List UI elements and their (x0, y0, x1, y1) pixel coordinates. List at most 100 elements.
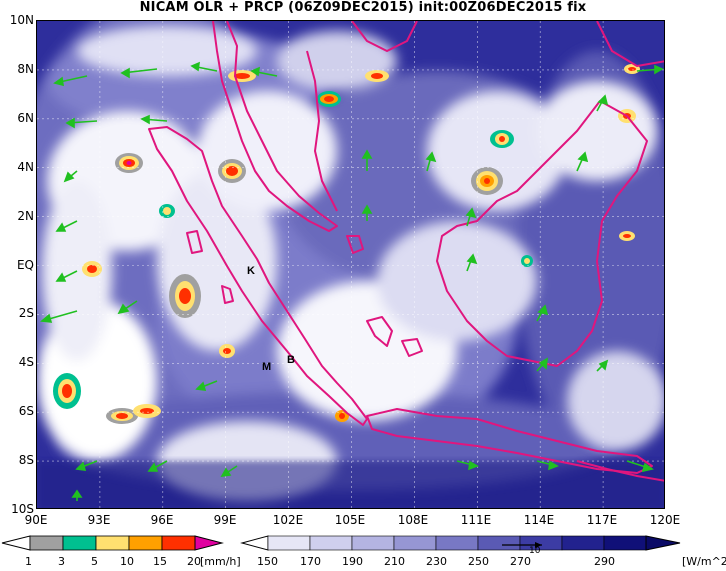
wind-vector (425, 151, 437, 172)
olr-colorbar-bin (267, 535, 311, 551)
precip-cell (159, 204, 175, 218)
precip-tick: 20 (187, 555, 201, 568)
precip-cell (115, 153, 143, 173)
olr-colorbar-bin (351, 535, 395, 551)
lon-label: 111E (460, 513, 492, 527)
precip-cell (53, 373, 81, 409)
lon-label: 117E (586, 513, 618, 527)
figure-title: NICAM OLR + PRCP (06Z09DEC2015) init:00Z… (139, 0, 587, 15)
precip-colorbar-bin (161, 535, 196, 551)
precip-colorbar (1, 535, 224, 551)
map-panel: K M B (36, 20, 665, 509)
olr-tick: 150 (257, 555, 278, 568)
precip-colorbar-bin (128, 535, 163, 551)
wind-vector (71, 489, 83, 501)
coastline-indochina (351, 21, 418, 52)
lon-label: 105E (334, 513, 366, 527)
lon-label: 108E (397, 513, 429, 527)
olr-tick: 270 (510, 555, 531, 568)
olr-colorbar-low-triangle (240, 535, 269, 551)
lon-label: 90E (24, 513, 48, 527)
wind-vector (465, 207, 477, 227)
olr-tick: 290 (594, 555, 615, 568)
lat-label: 8N (17, 62, 34, 76)
olr-map: K M B (37, 21, 664, 508)
coastline-malay-peninsula (212, 21, 338, 232)
coastline-nias (186, 230, 203, 254)
lon-label: 114E (523, 513, 555, 527)
olr-colorbar-bin (519, 535, 563, 551)
wind-vector (636, 64, 664, 75)
wind-vector (190, 61, 218, 72)
lon-label: 96E (150, 513, 174, 527)
wind-vector (596, 359, 609, 372)
map-marker-k: K (247, 265, 255, 277)
wind-vector (596, 94, 609, 112)
precip-cell (317, 91, 341, 107)
olr-colorbar (240, 535, 681, 551)
reference-vector-label: 10 (529, 546, 541, 556)
olr-colorbar-bin (309, 535, 353, 551)
reference-vector-head (535, 542, 542, 548)
olr-colorbar-high-triangle (645, 535, 681, 551)
lat-label: 4S (18, 355, 34, 369)
coastline-bali-lombok (576, 460, 664, 482)
precip-cell (335, 410, 349, 422)
coastline-bangka (366, 316, 393, 347)
olr-unit: [W/m^2] (682, 555, 726, 568)
olr-tick: 250 (468, 555, 489, 568)
wind-vector (40, 310, 78, 323)
olr-colorbar-bin (603, 535, 647, 551)
coastline-sumatra (148, 126, 368, 426)
wind-vector (63, 170, 78, 183)
precip-tick: 3 (58, 555, 65, 568)
precip-cell (471, 167, 503, 195)
precip-colorbar-high-triangle (194, 535, 224, 551)
lat-label: 2N (17, 209, 34, 223)
precip-cell (521, 255, 533, 267)
lat-label: 6N (17, 111, 34, 125)
wind-vector (55, 220, 78, 232)
wind-vector (120, 67, 158, 79)
lat-label: 2S (18, 306, 34, 320)
wind-vector (466, 253, 478, 272)
lon-label: 93E (87, 513, 111, 527)
wind-vector (147, 460, 168, 472)
precip-cell (133, 404, 161, 418)
lat-label: 6S (18, 404, 34, 418)
wind-vector (536, 460, 559, 471)
wind-vector (536, 357, 548, 372)
precip-colorbar-bin (95, 535, 130, 551)
lat-label: 8S (18, 453, 34, 467)
precip-unit: [mm/h] (200, 555, 241, 568)
map-marker-b: B (287, 354, 295, 366)
precip-tick: 15 (153, 555, 167, 568)
olr-colorbar-bin (435, 535, 479, 551)
wind-vector (361, 149, 373, 171)
precip-tick: 1 (25, 555, 32, 568)
precip-colorbar-low-triangle (1, 535, 31, 551)
wind-vector (75, 460, 98, 471)
precip-cell (619, 231, 635, 241)
olr-colorbar-bin (393, 535, 437, 551)
wind-vector (117, 300, 138, 315)
precip-tick: 5 (91, 555, 98, 568)
lat-label: 10S (11, 502, 34, 516)
coastline-belitung (401, 338, 423, 357)
coastline-riau (346, 235, 364, 254)
olr-tick: 230 (426, 555, 447, 568)
precip-cell (365, 70, 389, 82)
wind-vector (140, 114, 168, 125)
lat-label: 10N (9, 13, 34, 27)
place-markers: K M B (247, 265, 295, 373)
olr-tick: 170 (300, 555, 321, 568)
lon-label: 99E (213, 513, 237, 527)
wind-vector (195, 380, 218, 391)
coastline-borneo (436, 100, 648, 367)
olr-colorbar-bin (561, 535, 605, 551)
lon-label: 102E (272, 513, 304, 527)
wind-vector (55, 270, 78, 282)
precip-cell (218, 159, 246, 183)
coastline-southern-vietnam (596, 21, 664, 67)
precip-colorbar-bin (62, 535, 97, 551)
